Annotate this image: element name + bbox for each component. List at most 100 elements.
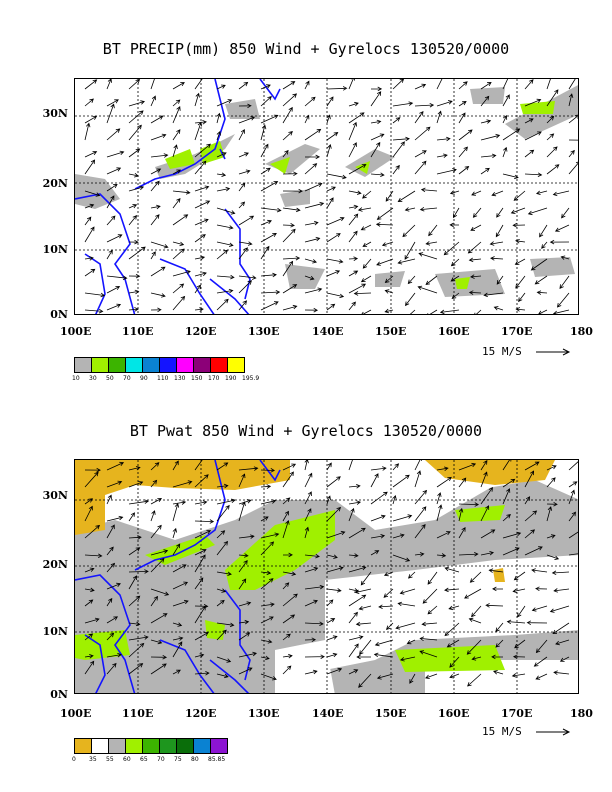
wind-vector	[304, 128, 322, 141]
wind-vector	[84, 226, 95, 243]
wind-vector	[406, 639, 416, 645]
wind-vector	[326, 566, 344, 573]
wind-vector	[348, 230, 358, 243]
wind-vector	[480, 487, 493, 505]
wind-vector	[326, 258, 344, 264]
wind-vector	[326, 506, 341, 522]
wind-vector	[84, 660, 95, 675]
y-tick-label: 10N	[42, 625, 68, 638]
wind-vector	[128, 621, 141, 627]
colorbar-swatch	[91, 357, 109, 373]
wind-vector	[282, 207, 301, 213]
colorbar-swatch	[193, 357, 211, 373]
wind-vector	[106, 99, 119, 107]
wind-vector	[194, 460, 203, 471]
wind-vector	[282, 593, 298, 607]
wind-vector	[216, 504, 230, 522]
wind-vector	[128, 635, 149, 641]
wind-vector	[414, 83, 427, 90]
wind-vector	[238, 280, 252, 294]
wind-vector	[357, 207, 372, 212]
x-tick-label: 160E	[438, 325, 470, 338]
wind-vector	[392, 117, 401, 124]
wind-vector	[568, 553, 578, 556]
wind-vector	[84, 654, 94, 659]
wind-vector	[282, 653, 293, 659]
wind-vector	[480, 119, 492, 124]
wind-vector	[128, 204, 138, 209]
colorbar-swatch	[176, 738, 194, 754]
wind-vector	[128, 273, 141, 279]
wind-vector	[260, 602, 275, 607]
wind-vector	[260, 639, 273, 644]
wind-vector	[496, 275, 504, 285]
wind-vector	[238, 128, 245, 141]
wind-vector	[326, 554, 338, 559]
wind-vector	[370, 550, 380, 556]
wind-vector	[326, 635, 338, 641]
wind-vector	[348, 594, 367, 607]
wind-vector	[553, 588, 570, 593]
colorbar-label: 130	[174, 375, 186, 382]
wind-vector	[414, 489, 428, 505]
wind-vector	[216, 656, 232, 663]
x-tick-label: 180	[570, 707, 593, 720]
wind-vector	[392, 136, 410, 142]
wind-vector	[172, 248, 185, 260]
pwat-field	[205, 620, 225, 640]
wind-vector	[150, 79, 155, 90]
wind-vector	[485, 603, 504, 608]
wind-vector	[238, 275, 257, 280]
wind-vector	[436, 79, 443, 90]
wind-vector	[419, 206, 438, 212]
wind-vector	[524, 510, 538, 522]
wind-vector	[425, 241, 438, 246]
pwat-field	[455, 505, 505, 522]
x-tick-label: 110E	[122, 325, 154, 338]
wind-vector	[404, 241, 416, 260]
wind-vector	[238, 651, 258, 658]
x-tick-label: 130E	[248, 707, 280, 720]
wind-vector	[260, 468, 276, 473]
precip-shading	[75, 85, 578, 297]
wind-vector	[84, 633, 94, 641]
wind-vector	[555, 639, 570, 646]
wind-vector	[216, 130, 221, 141]
wind-vector	[172, 502, 180, 522]
colorbar-swatch	[159, 738, 177, 754]
wind-vector	[524, 461, 540, 471]
wind-vector	[427, 605, 438, 615]
x-tick-label: 140E	[312, 707, 344, 720]
wind-vector	[414, 460, 422, 471]
wind-vector	[480, 505, 490, 522]
wind-vector	[359, 639, 372, 655]
wind-vector	[150, 214, 160, 226]
wind-vector	[216, 274, 235, 280]
wind-vector	[172, 169, 182, 175]
wind-vector	[304, 553, 320, 559]
wind-vector	[436, 553, 447, 558]
wind-vector	[238, 619, 250, 625]
wind-vector	[326, 114, 331, 124]
wind-vector	[568, 114, 578, 124]
wind-vector	[194, 79, 203, 90]
wind-vector	[474, 309, 482, 314]
wind-vector	[512, 223, 526, 228]
wind-vector	[172, 622, 183, 627]
wind-vector	[524, 496, 531, 505]
colorbar-swatch	[210, 357, 228, 373]
wind-vector	[376, 258, 394, 266]
wind-vector	[172, 636, 184, 641]
wind-vector	[546, 501, 558, 507]
wind-vector	[458, 81, 468, 90]
wind-vector	[535, 586, 548, 592]
wind-vector	[282, 510, 289, 522]
wind-vector	[172, 198, 181, 209]
precip-blob	[455, 277, 470, 289]
wind-vector	[128, 185, 145, 192]
colorbar-swatch	[125, 357, 143, 373]
wind-vector	[216, 152, 227, 158]
wind-vector	[260, 673, 277, 681]
y-tick-label: 0N	[50, 308, 68, 321]
wind-vector	[84, 292, 106, 298]
